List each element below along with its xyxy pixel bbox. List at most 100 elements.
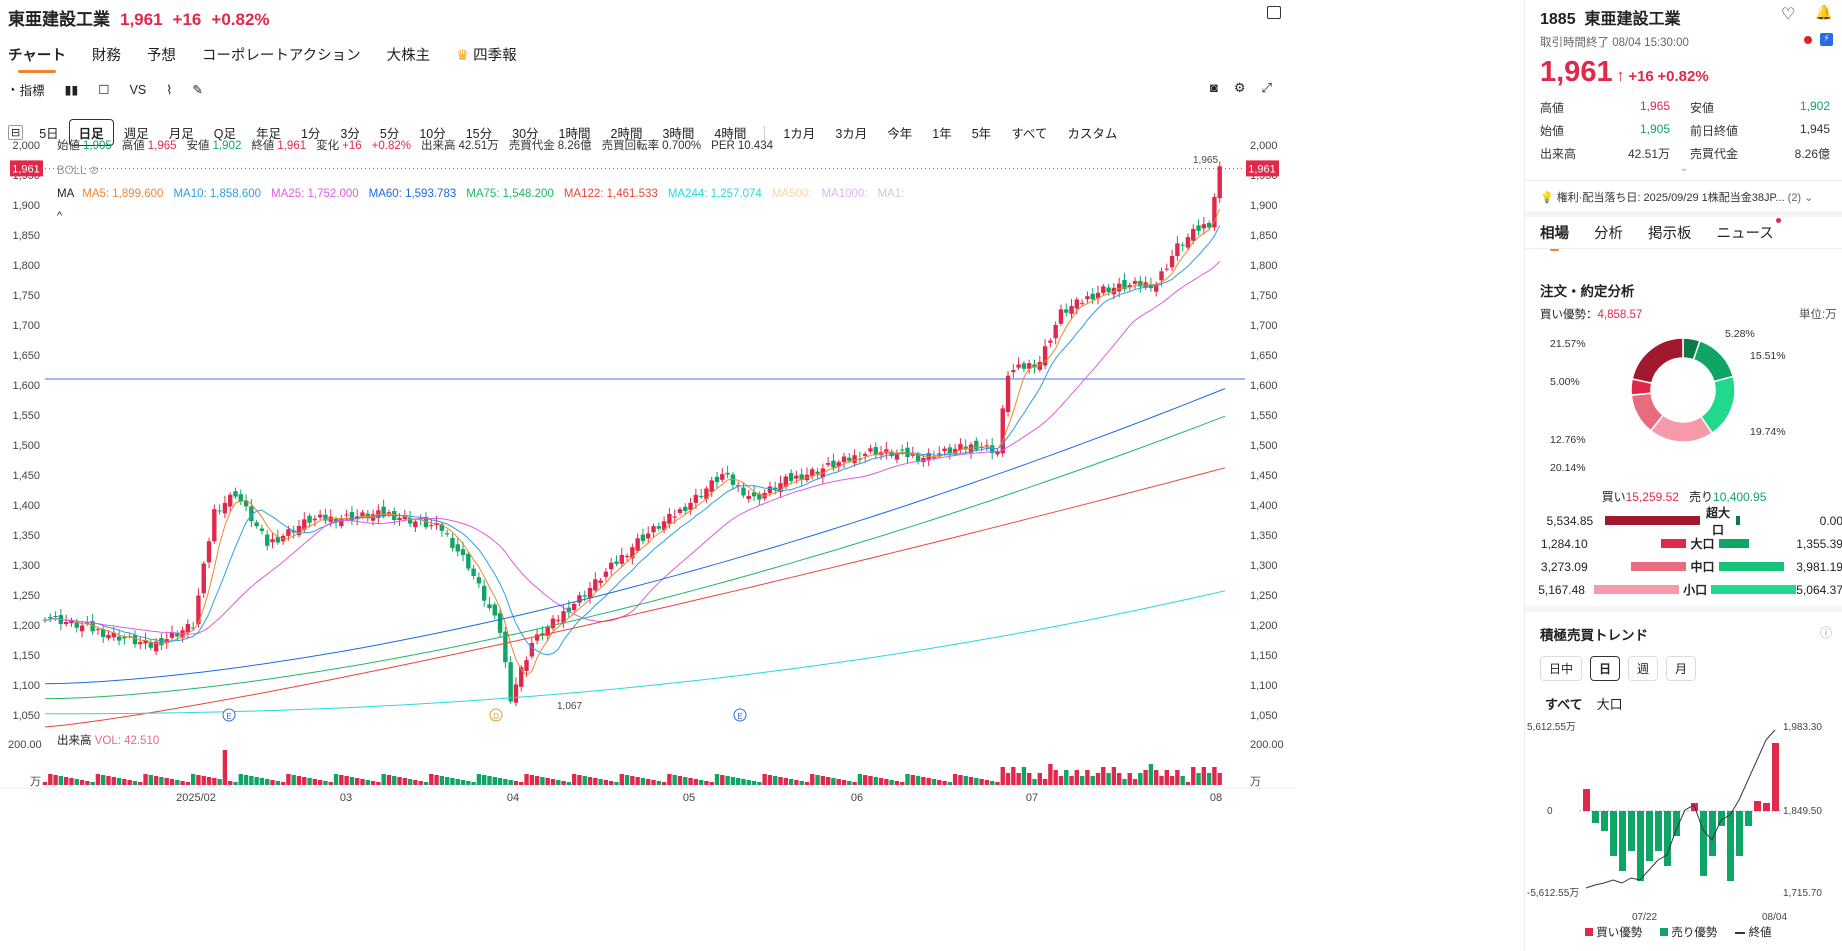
tab-chart[interactable]: チャート xyxy=(8,44,66,73)
period-2[interactable]: 週足 xyxy=(123,127,149,141)
tab-major-holders[interactable]: 大株主 xyxy=(386,48,431,64)
period-14[interactable]: 3時間 xyxy=(662,127,695,141)
tab-corporate-actions[interactable]: コーポレートアクション xyxy=(201,48,361,64)
period-8[interactable]: 5分 xyxy=(379,127,400,141)
pill-week[interactable]: 週 xyxy=(1628,656,1659,681)
candle-body xyxy=(884,449,889,454)
period-11[interactable]: 30分 xyxy=(512,127,539,141)
right-tabs: 相場 分析 掲示板 ニュース xyxy=(1540,218,1781,251)
period-5[interactable]: 年足 xyxy=(255,127,281,141)
period-3[interactable]: 月足 xyxy=(168,127,194,141)
trend-bar xyxy=(1763,803,1770,811)
tab-financials[interactable]: 財務 xyxy=(91,48,121,64)
period-20[interactable]: 5年 xyxy=(971,127,992,141)
pill-day[interactable]: 日 xyxy=(1590,656,1621,681)
period-19[interactable]: 1年 xyxy=(932,127,952,141)
candle-body xyxy=(317,514,323,518)
crown-icon: ♛ xyxy=(456,48,470,64)
tab-news[interactable]: ニュース xyxy=(1717,218,1781,243)
ytick-right: 1,350 xyxy=(1250,530,1278,542)
candle-body xyxy=(915,454,921,461)
volume-bar xyxy=(656,781,662,785)
dividend-notice[interactable]: 権利·配当落ち日: 2025/09/29 1株配当金38JP... xyxy=(1556,192,1785,204)
shape-button[interactable]: ☐ xyxy=(98,82,109,97)
volume-bar xyxy=(69,778,74,785)
period-7[interactable]: 3分 xyxy=(340,127,360,141)
period-18[interactable]: 今年 xyxy=(887,127,913,141)
period-15[interactable]: 4時間 xyxy=(714,127,747,141)
volume-bar xyxy=(74,779,79,785)
candle-body xyxy=(751,492,757,497)
tab-quote[interactable]: 相場 xyxy=(1540,222,1569,251)
candle-type-button[interactable]: ▮▮ xyxy=(65,82,79,97)
candle-body xyxy=(1064,309,1069,313)
volume-bar xyxy=(799,781,804,785)
period-6[interactable]: 1分 xyxy=(300,127,321,141)
camera-icon[interactable]: ◙ xyxy=(1210,80,1218,95)
period-1[interactable]: 日足 xyxy=(68,119,114,146)
period-12[interactable]: 1時間 xyxy=(558,127,591,141)
chart-type-button[interactable]: ⌇ xyxy=(166,82,172,97)
settings-icon[interactable]: ⚙ xyxy=(1233,80,1246,95)
candle-body xyxy=(963,446,968,450)
candle-body xyxy=(487,604,492,609)
price-chart[interactable]: 2,0002,0001,9501,9501,9001,9001,8501,850… xyxy=(0,140,1520,951)
chart-toolbar: ◔ 指標 ▮▮ ☐ VS ⌇ ✎ xyxy=(8,80,203,99)
period-0[interactable]: 5日 xyxy=(39,127,59,141)
indicators-button[interactable]: ◔ 指標 xyxy=(8,82,45,99)
trend-filter-all[interactable]: すべて xyxy=(1545,697,1583,712)
candle-body xyxy=(249,506,254,522)
candle-body xyxy=(735,485,741,487)
tab-analysis[interactable]: 分析 xyxy=(1594,226,1623,242)
expand-chevron-icon[interactable]: ⌄ xyxy=(1680,163,1689,174)
volume-bar xyxy=(1111,767,1117,785)
period-22[interactable]: カスタム xyxy=(1067,127,1118,141)
trend-filter-large[interactable]: 大口 xyxy=(1596,697,1623,712)
volume-bar xyxy=(683,777,688,785)
alert-bell-icon[interactable]: 🔔 xyxy=(1815,4,1833,20)
period-21[interactable]: すべて xyxy=(1011,127,1048,141)
tab-shikiho[interactable]: ♛ 四季報 xyxy=(456,48,517,64)
volume-bar xyxy=(116,778,122,785)
candle-body xyxy=(947,447,953,454)
volume-bar xyxy=(667,774,672,785)
period-10[interactable]: 15分 xyxy=(465,127,493,141)
info-icon[interactable]: ⓘ xyxy=(1820,626,1833,640)
candle-body xyxy=(810,469,815,476)
trend-bar xyxy=(1664,811,1671,866)
ma25-line xyxy=(44,261,1221,635)
period-13[interactable]: 2時間 xyxy=(610,127,643,141)
tab-forecast[interactable]: 予想 xyxy=(146,48,176,64)
x-label: 04 xyxy=(507,792,519,804)
period-16[interactable]: 1カ月 xyxy=(783,127,816,141)
vol-unit-right: 万 xyxy=(1250,776,1261,788)
collapse-panel-icon[interactable] xyxy=(1267,6,1281,19)
stock-name-right: 東亜建設工業 xyxy=(1584,11,1681,28)
stock-title: 東亜建設工業 1,961 +16 +0.82% xyxy=(8,5,270,30)
volume-bar xyxy=(1069,776,1074,785)
candle-body xyxy=(693,494,699,503)
trend-axis: 1,849.50 xyxy=(1783,806,1822,817)
candle-body xyxy=(291,530,296,533)
candle-body xyxy=(111,632,116,638)
volume-bar xyxy=(423,782,429,785)
period-4[interactable]: Q足 xyxy=(213,127,236,141)
favorite-icon[interactable]: ♡ xyxy=(1781,6,1796,23)
period-toggle-icon[interactable]: ⊟ xyxy=(8,125,24,140)
order-donut-chart: 5.28% 15.51% 19.74% 20.14% 12.76% 5.00% 21.57% xyxy=(1550,328,1786,474)
eye-off-icon[interactable]: ⊘ xyxy=(89,165,99,177)
compare-button[interactable]: VS xyxy=(129,82,147,97)
collapse-caret-icon[interactable]: ^ xyxy=(57,210,63,222)
period-9[interactable]: 10分 xyxy=(419,127,446,141)
candle-body xyxy=(90,621,95,632)
stat-2-2: 売買代金 xyxy=(1690,147,1739,161)
pill-intraday[interactable]: 日中 xyxy=(1540,656,1583,681)
tab-board[interactable]: 掲示板 xyxy=(1648,226,1692,242)
pill-month[interactable]: 月 xyxy=(1666,656,1697,681)
candle-body xyxy=(450,538,455,548)
draw-button[interactable]: ✎ xyxy=(192,82,202,97)
volume-bar xyxy=(1143,770,1148,785)
period-17[interactable]: 3カ月 xyxy=(835,127,868,141)
candle-body xyxy=(471,568,476,576)
fullscreen-icon[interactable]: ⤢ xyxy=(1261,80,1272,95)
